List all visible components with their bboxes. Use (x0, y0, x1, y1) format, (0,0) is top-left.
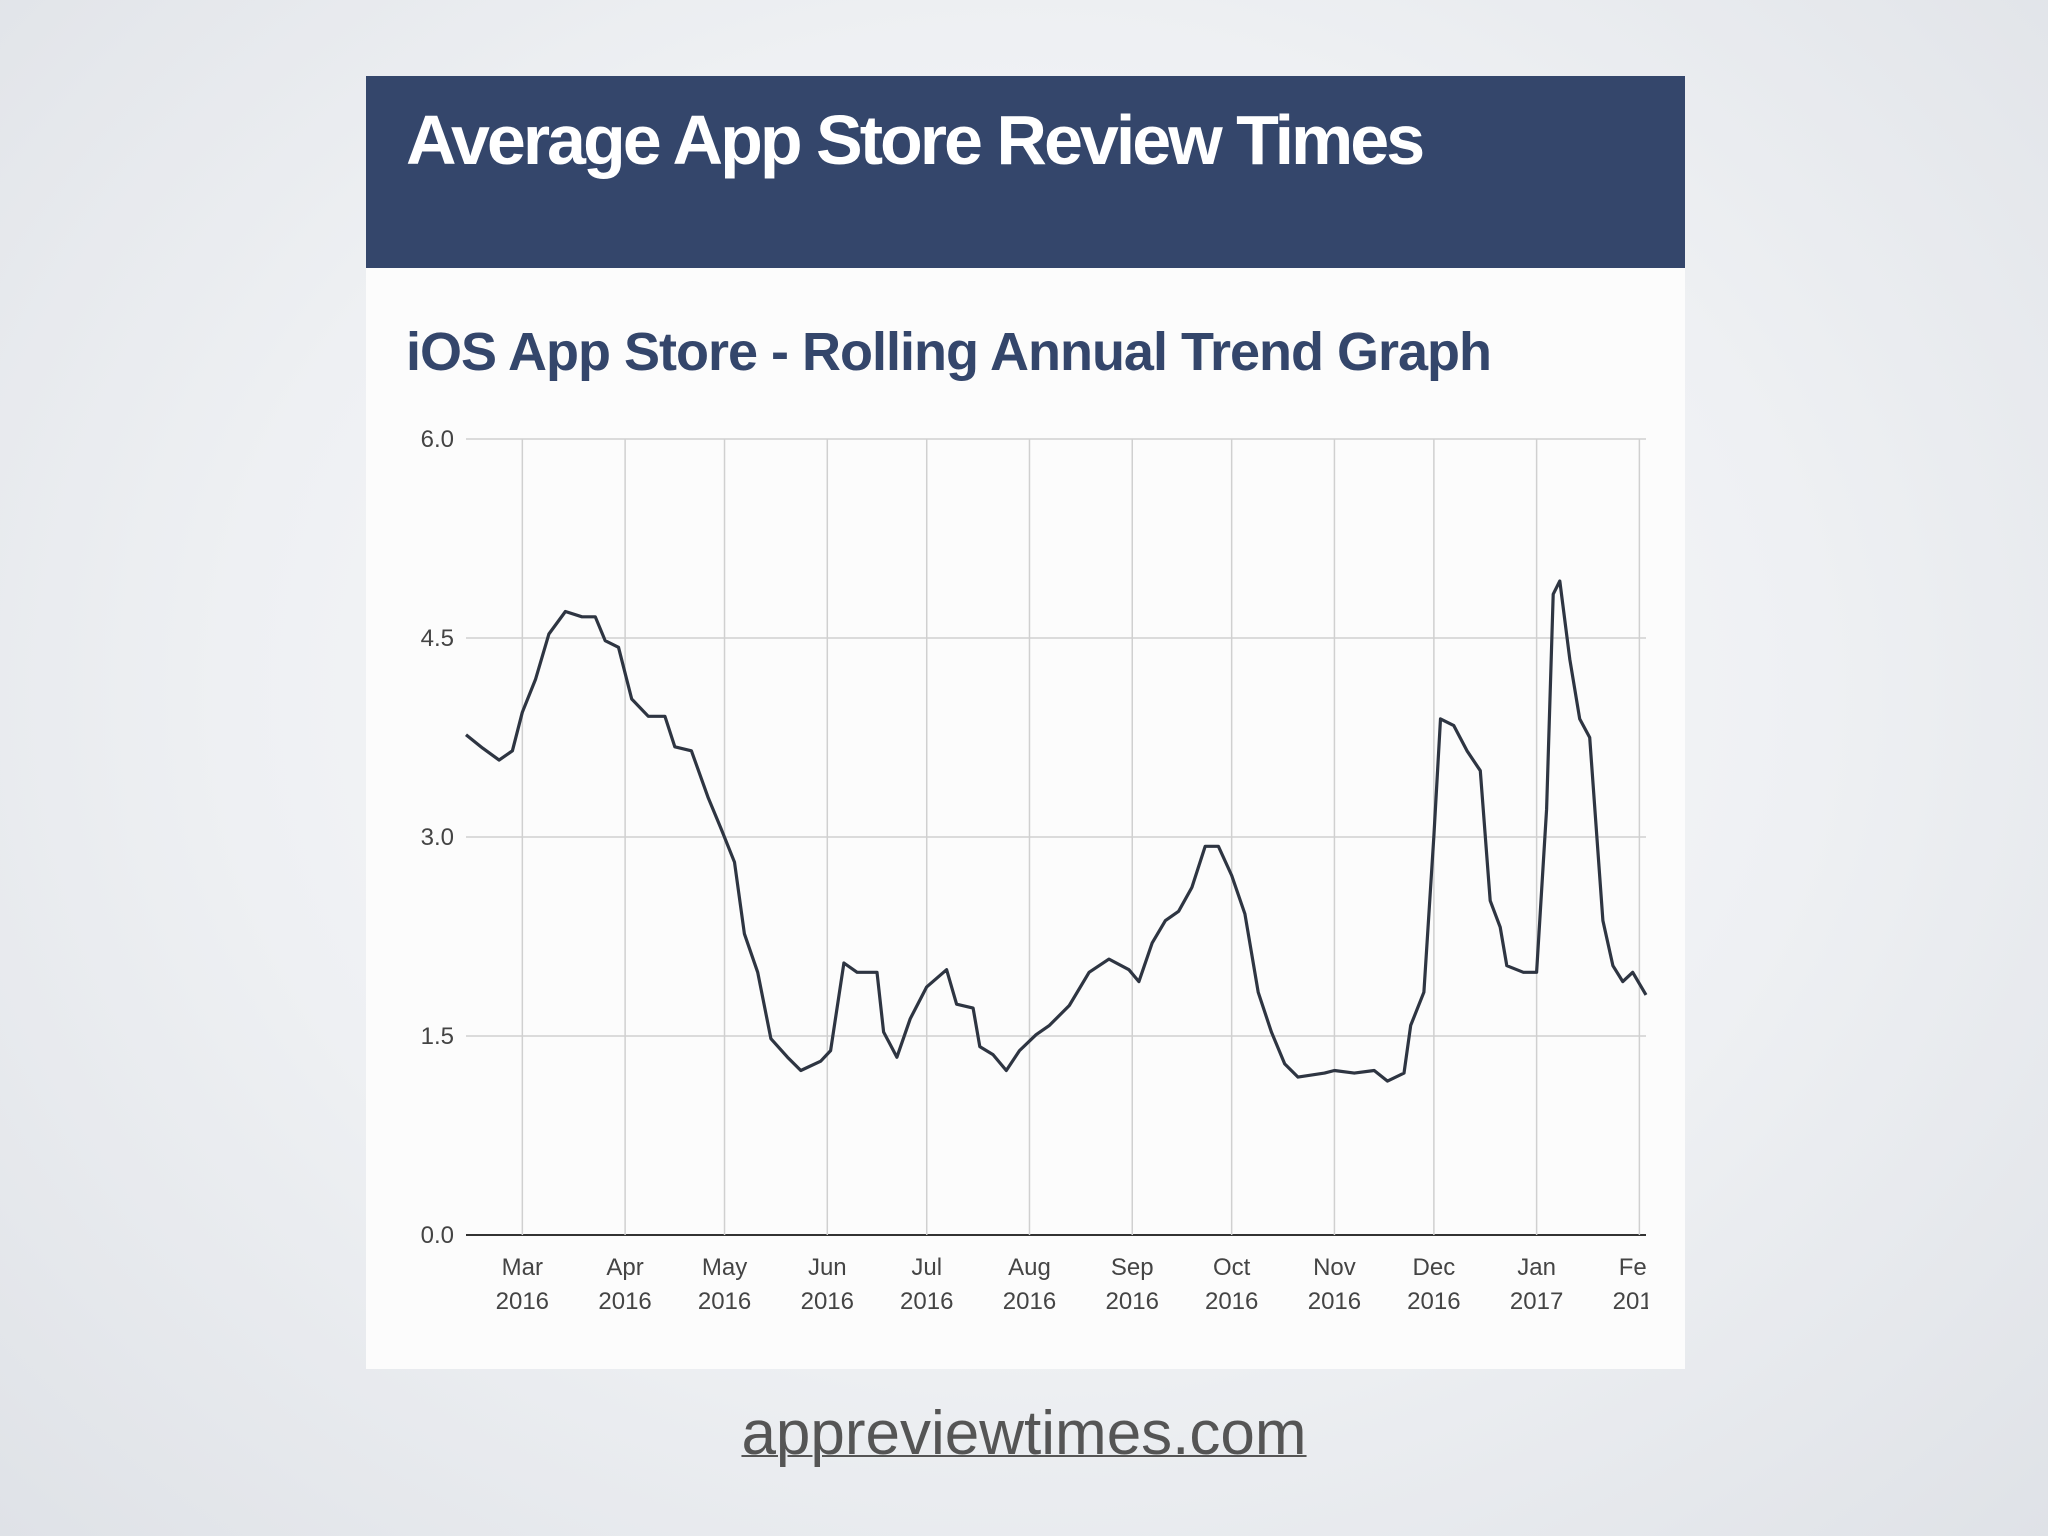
y-tick-label: 3.0 (421, 824, 454, 851)
x-tick-label: Apr (606, 1254, 643, 1281)
y-tick-label: 1.5 (421, 1023, 454, 1050)
y-tick-label: 0.0 (421, 1222, 454, 1249)
axis-labels: 0.0 1.5 3.0 4.5 6.0 Mar 2016 Apr 2016 May 2016 Jun 2… (421, 426, 1666, 1315)
x-tick-label: Jul (911, 1254, 942, 1281)
header-bar: Average App Store Review Times (366, 76, 1685, 268)
plot (464, 579, 1648, 1083)
panel: Average App Store Review Times iOS App S… (366, 76, 1685, 1369)
y-tick-label: 4.5 (421, 625, 454, 652)
y-tick-label: 6.0 (421, 426, 454, 453)
x-tick-label: 2016 (1003, 1288, 1056, 1315)
grid (466, 438, 1646, 1236)
x-tick-label: 2016 (1308, 1288, 1361, 1315)
x-tick-label: 2016 (698, 1288, 751, 1315)
x-tick-label: 2016 (1106, 1288, 1159, 1315)
x-tick-label: 2017 (1613, 1288, 1666, 1315)
x-tick-label: Jan (1517, 1254, 1556, 1281)
x-tick-label: Sep (1111, 1254, 1154, 1281)
x-tick-label: Aug (1008, 1254, 1051, 1281)
x-tick-label: Mar (502, 1254, 543, 1281)
x-tick-label: Dec (1413, 1254, 1456, 1281)
x-tick-label: 2016 (598, 1288, 651, 1315)
x-tick-label: 2016 (496, 1288, 549, 1315)
x-tick-label: 2016 (801, 1288, 854, 1315)
x-tick-label: 2016 (1205, 1288, 1258, 1315)
x-tick-label: 2017 (1510, 1288, 1563, 1315)
line (464, 579, 1648, 1083)
x-tick-label: 2016 (1407, 1288, 1460, 1315)
header-title: Average App Store Review Times (406, 101, 1425, 179)
x-tick-label: May (702, 1254, 747, 1281)
chart-title: iOS App Store - Rolling Annual Trend Gra… (406, 322, 1492, 382)
x-tick-label: Jun (808, 1254, 847, 1281)
x-tick-label: 2016 (900, 1288, 953, 1315)
x-tick-label: Nov (1313, 1254, 1356, 1281)
x-tick-label: Oct (1213, 1254, 1251, 1281)
footer-link[interactable]: appreviewtimes.com (741, 1399, 1307, 1468)
x-tick-label: Feb (1619, 1254, 1660, 1281)
